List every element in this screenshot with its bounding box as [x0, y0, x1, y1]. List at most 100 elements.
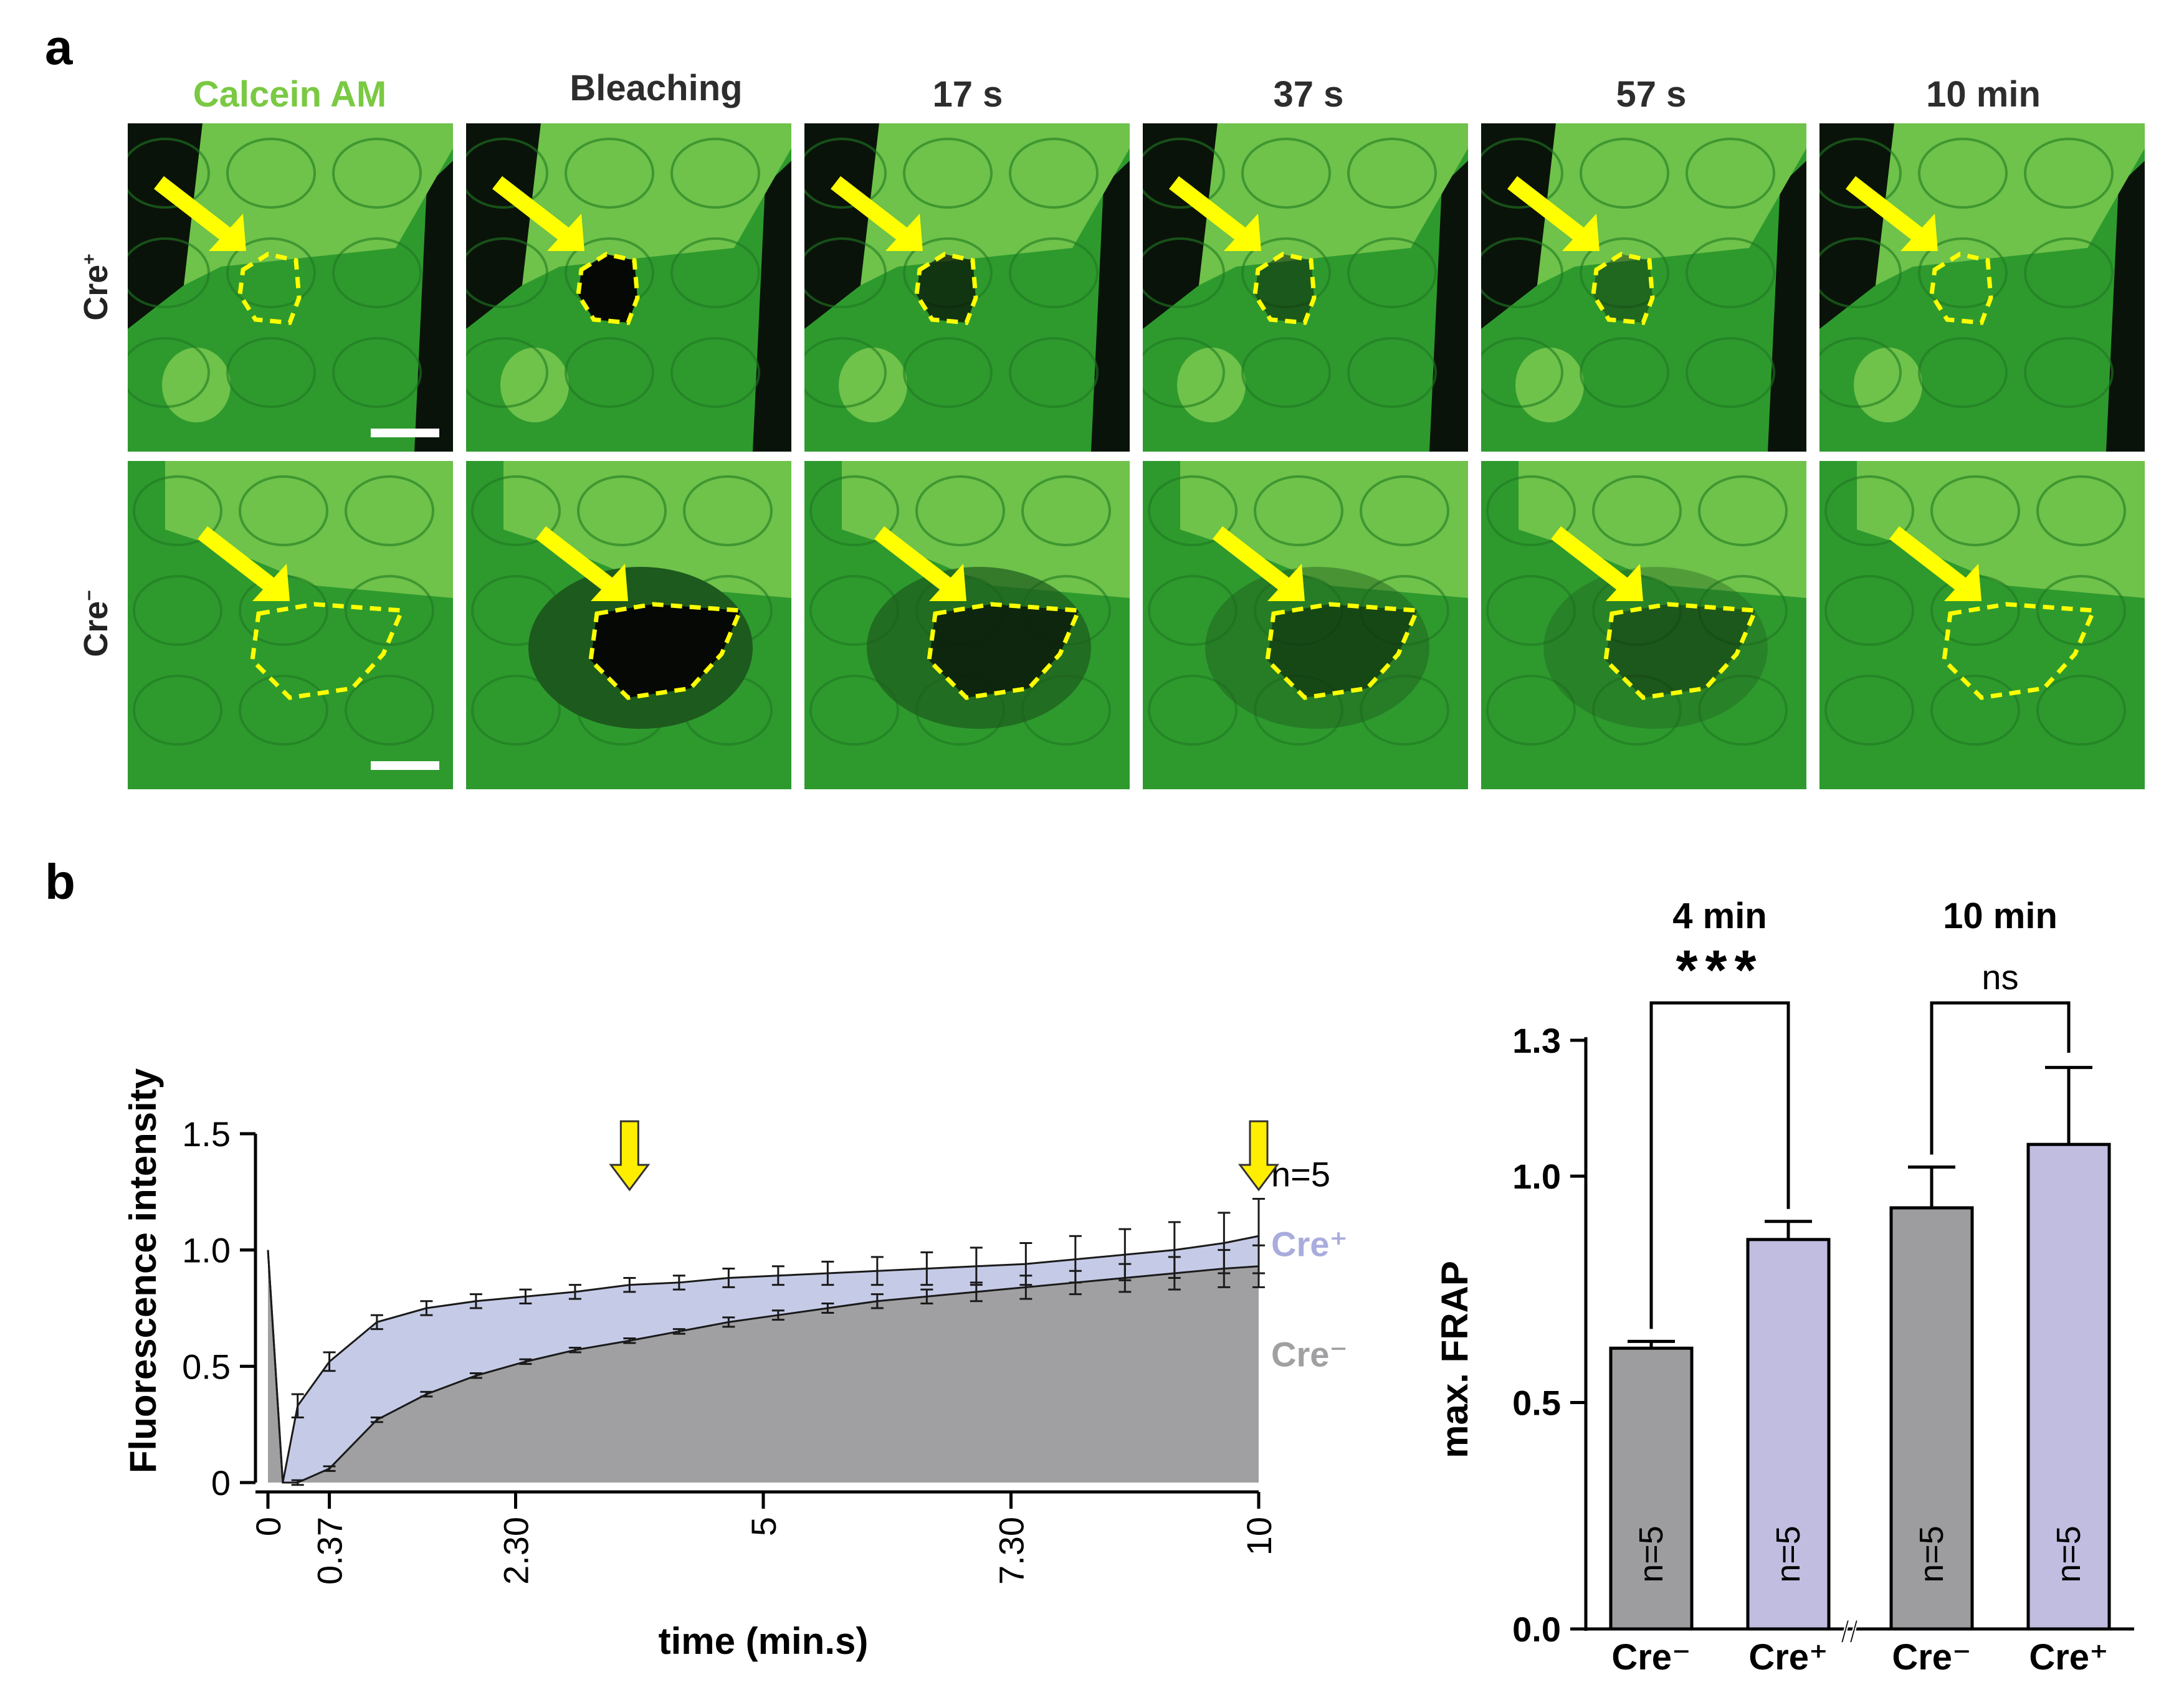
cell-outline: [1486, 475, 1576, 546]
cell-outline: [1241, 237, 1331, 308]
cell-outline: [1486, 575, 1576, 646]
arrow-head-icon: [1267, 564, 1305, 601]
cell-outline: [345, 675, 434, 746]
cell-outline: [128, 337, 210, 408]
arrow-icon: [1846, 176, 1924, 242]
x-tick-label: 5: [744, 1517, 783, 1536]
y-tick-label: 0.5: [1512, 1384, 1561, 1423]
arrow-head-icon: [1606, 564, 1643, 601]
cell-outline: [1930, 475, 2020, 546]
bright-cells: [1180, 461, 1468, 598]
cell-outline: [1686, 237, 1775, 308]
column-title-10min: 10 min: [1926, 74, 2041, 115]
series-area-cre-minus: [268, 1250, 1259, 1483]
cell-outline: [133, 575, 222, 646]
y-tick-label: 1.3: [1512, 1021, 1561, 1060]
bar-sample-size-label: n=5: [2050, 1526, 2087, 1583]
cell-outline: [471, 475, 561, 546]
cell-outline: [1930, 675, 2020, 746]
cell-outline: [332, 337, 422, 408]
cell-outline: [1347, 138, 1437, 209]
microscopy-tile-r2-c2: [466, 461, 791, 789]
max-frap-bar-chart: // 0.0 0.5 1.0 1.3 max. FRAP n=5 Cre⁻ n=5 Cre⁺ n=5…: [1434, 896, 2134, 1678]
cell-outline: [1918, 138, 2008, 209]
roi-outline: [1942, 602, 2097, 700]
cell-outline: [133, 475, 222, 546]
round-cell: [1515, 348, 1584, 422]
sample-size-label: n=5: [1271, 1155, 1330, 1194]
cell-outline: [466, 138, 548, 209]
bar-sample-size-label: n=5: [1633, 1526, 1670, 1583]
arrow-head-icon: [885, 214, 923, 251]
cell-outline: [226, 138, 316, 209]
bleached-roi: [1606, 604, 1755, 698]
bright-cells: [1519, 461, 1806, 598]
cell-outline: [1241, 138, 1331, 209]
axis-break: //: [1841, 1615, 1858, 1650]
cell-outline: [670, 337, 760, 408]
arrow-head-icon: [209, 214, 246, 251]
cell-outline: [1143, 237, 1225, 308]
arrow-icon: [1551, 526, 1629, 592]
dark-region: [1091, 161, 1130, 452]
cell-outline: [1698, 675, 1788, 746]
y-tick-label: 0.0: [1512, 1610, 1561, 1649]
dark-region: [1143, 123, 1218, 329]
microscopy-tile-r2-c5: [1481, 461, 1806, 789]
roi-outline: [250, 602, 406, 700]
cell-outline: [226, 337, 316, 408]
cell-outline: [1148, 575, 1237, 646]
microscopy-tile-r1-c1: [128, 123, 453, 452]
cell-outline: [471, 675, 561, 746]
arrow-head-icon: [252, 564, 290, 601]
cell-outline: [128, 138, 210, 209]
arrow-head-icon: [1900, 214, 1938, 251]
x-tick-label: 2.30: [497, 1517, 536, 1585]
round-cell: [1854, 348, 1922, 422]
bar: [2026, 1142, 2111, 1631]
x-category-label: Cre⁺: [1748, 1637, 1828, 1678]
bar-sample-size-label: n=5: [1770, 1526, 1807, 1583]
cell-outline: [345, 475, 434, 546]
legend-cre-plus: Cre⁺: [1271, 1225, 1348, 1264]
cell-outline: [1918, 237, 2008, 308]
arrow-head-icon: [547, 214, 584, 251]
x-tick-label: 10: [1239, 1517, 1279, 1555]
cell-outline: [2024, 138, 2114, 209]
bright-cells: [842, 461, 1130, 598]
cell-outline: [1360, 575, 1449, 646]
bleached-roi: [1255, 254, 1314, 323]
x-axis-label: time (min.s): [659, 1620, 869, 1662]
cell-outline: [1698, 575, 1788, 646]
cell-outline: [1009, 337, 1099, 408]
cell-outline: [1824, 575, 1914, 646]
cell-outline: [903, 337, 993, 408]
cell-outline: [345, 575, 434, 646]
bright-cells: [1199, 123, 1468, 285]
arrow-icon: [1213, 526, 1291, 592]
legend-cre-minus: Cre⁻: [1271, 1334, 1348, 1374]
cell-outline: [466, 237, 548, 308]
cell-outline: [1241, 337, 1331, 408]
roi-outline: [927, 602, 1082, 700]
cell-outline: [809, 675, 899, 746]
arrow-head-icon: [1224, 214, 1261, 251]
bright-cells: [503, 461, 791, 598]
dark-region: [753, 161, 791, 452]
cell-outline: [804, 337, 887, 408]
cell-outline: [1486, 675, 1576, 746]
column-title-37s: 37 s: [1273, 74, 1344, 115]
cell-outline: [1143, 138, 1225, 209]
cell-outline: [1824, 475, 1914, 546]
dark-region: [804, 123, 879, 329]
cell-outline: [1481, 138, 1563, 209]
bright-cells: [1537, 123, 1806, 285]
cell-outline: [2024, 337, 2114, 408]
y-tick-label: 1.0: [182, 1231, 231, 1270]
cell-outline: [466, 337, 548, 408]
cell-outline: [1819, 138, 1902, 209]
cell-outline: [239, 675, 328, 746]
arrow-icon: [1169, 176, 1247, 242]
arrow-icon: [492, 176, 571, 242]
cell-outline: [903, 138, 993, 209]
